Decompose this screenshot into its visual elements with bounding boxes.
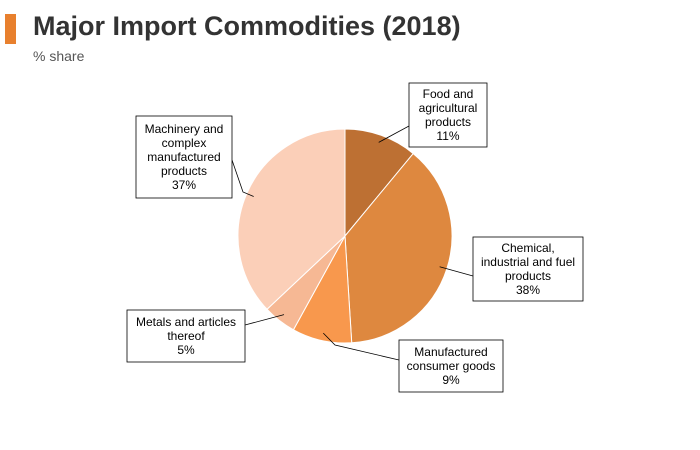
slice-value-label: 37% xyxy=(172,178,196,192)
slice-name-label: complex xyxy=(162,136,207,150)
slice-name-label: Food and xyxy=(423,87,474,101)
slice-name-label: Metals and articles xyxy=(136,315,236,329)
slice-name-label: Manufactured xyxy=(414,345,487,359)
slice-name-label: products xyxy=(161,164,207,178)
slice-name-label: products xyxy=(505,269,551,283)
label-box xyxy=(398,339,504,393)
leader-line-manufactured-consumer-goods xyxy=(323,332,400,361)
slice-name-label: Chemical, xyxy=(501,241,554,255)
label-box xyxy=(135,115,233,199)
slice-value-label: 5% xyxy=(177,343,195,357)
data-label-machinery-and-complex-manufactured-products: Machinery andcomplexmanufacturedproducts… xyxy=(135,115,233,199)
label-box xyxy=(408,82,488,148)
title-accent-bar xyxy=(5,14,16,44)
slice-labels: Food andagriculturalproducts11%Chemical,… xyxy=(126,82,584,393)
slice-name-label: thereof xyxy=(167,329,205,343)
slice-name-label: manufactured xyxy=(147,150,220,164)
slice-name-label: agricultural xyxy=(419,101,478,115)
slice-name-label: consumer goods xyxy=(407,359,496,373)
chart-title: Major Import Commodities (2018) xyxy=(33,11,461,41)
leader-line-food-and-agricultural-products xyxy=(378,125,410,143)
label-box xyxy=(126,309,246,363)
leader-line-chemical-industrial-and-fuel-products xyxy=(439,266,474,277)
slice-value-label: 38% xyxy=(516,283,540,297)
slice-value-label: 11% xyxy=(436,129,459,143)
slice-value-label: 9% xyxy=(442,373,460,387)
leader-line-metals-and-articles-thereof xyxy=(244,314,285,326)
pie-slices xyxy=(237,128,453,344)
chart-subtitle: % share xyxy=(33,48,85,64)
leader-lines xyxy=(231,125,474,361)
slice-name-label: products xyxy=(425,115,471,129)
label-box xyxy=(472,236,584,302)
slice-name-label: industrial and fuel xyxy=(481,255,575,269)
slice-name-label: Machinery and xyxy=(145,122,224,136)
leader-line-machinery-and-complex-manufactured-products xyxy=(231,159,254,197)
pie-slice-food-and-agricultural-products xyxy=(344,128,414,238)
